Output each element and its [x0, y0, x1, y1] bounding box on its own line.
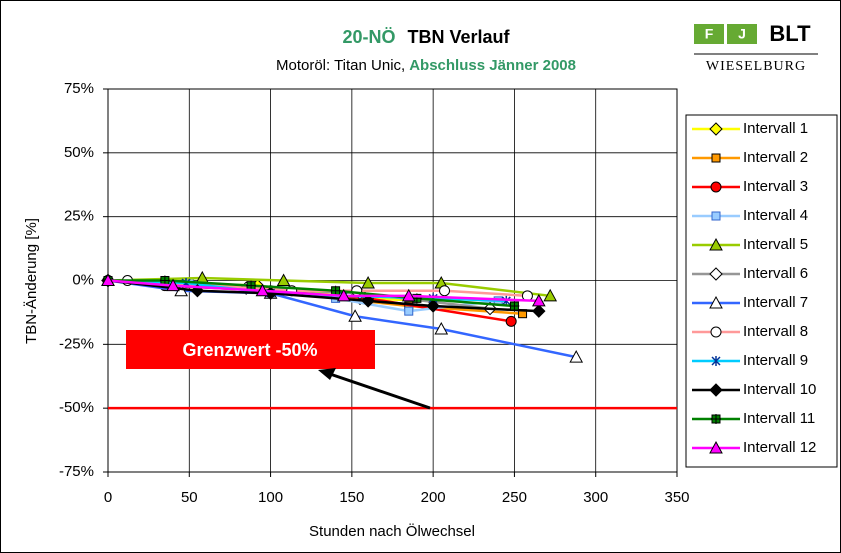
marker — [532, 304, 546, 318]
legend-label: Intervall 2 — [743, 149, 808, 166]
logo-box — [727, 24, 757, 44]
legend-entry: Intervall 5 — [692, 236, 808, 253]
legend-label: Intervall 11 — [743, 410, 815, 427]
marker — [711, 153, 721, 163]
marker — [434, 321, 449, 335]
marker — [166, 278, 180, 292]
x-tick-label: 150 — [339, 489, 364, 506]
annotation-box — [126, 330, 375, 369]
legend-label: Intervall 10 — [743, 381, 816, 398]
legend-label: Intervall 5 — [743, 236, 808, 253]
series-line — [108, 279, 515, 308]
x-tick-label: 100 — [258, 489, 283, 506]
legend-entry: Intervall 7 — [692, 294, 808, 311]
x-tick-label: 250 — [502, 489, 527, 506]
series — [101, 273, 546, 307]
marker — [709, 440, 723, 454]
marker — [509, 301, 520, 312]
logo-place: WIESELBURG — [706, 59, 806, 74]
legend-entry: Intervall 10 — [692, 381, 816, 398]
marker — [711, 414, 721, 424]
legend-label: Intervall 8 — [743, 323, 808, 340]
marker — [276, 273, 291, 286]
marker — [709, 295, 723, 309]
marker — [255, 283, 270, 297]
logo-letter: J — [738, 26, 746, 42]
legend-entry: Intervall 8 — [692, 323, 808, 340]
marker — [361, 294, 375, 308]
marker — [404, 306, 414, 316]
y-tick-label: 0% — [72, 271, 94, 288]
y-tick-label: -25% — [59, 335, 94, 352]
chart-subtitle: Motoröl: Titan Unic, Abschluss Jänner 200… — [276, 57, 576, 74]
legend-entry: Intervall 6 — [692, 265, 808, 282]
marker — [709, 267, 723, 281]
legend-entry: Intervall 3 — [692, 178, 808, 195]
marker — [439, 285, 451, 297]
title-prefix: 20-NÖ — [342, 27, 395, 47]
series-line — [107, 279, 539, 303]
logo-box — [694, 24, 724, 44]
y-axis-label: TBN-Änderung [%] — [23, 218, 40, 344]
y-tick-label: -75% — [59, 463, 94, 480]
logo-letter: F — [705, 26, 714, 42]
legend-label: Intervall 1 — [743, 120, 808, 137]
legend-entry: Intervall 4 — [692, 207, 808, 224]
legend-box — [685, 114, 838, 468]
logo-name: BLT — [769, 21, 811, 46]
title-main: TBN Verlauf — [407, 27, 510, 47]
marker — [709, 122, 723, 136]
y-tick-label: 25% — [64, 208, 94, 225]
legend-label: Intervall 9 — [743, 352, 808, 369]
legend-entry: Intervall 9 — [692, 352, 808, 369]
marker — [330, 285, 341, 296]
legend-entry: Intervall 2 — [692, 149, 808, 166]
legend-label: Intervall 6 — [743, 265, 808, 282]
annotation-arrowhead — [318, 368, 336, 380]
subtitle-highlight: Abschluss Jänner 2008 — [409, 57, 576, 74]
chart-title: 20-NÖ TBN Verlauf — [342, 27, 510, 47]
y-tick-label: 50% — [64, 144, 94, 161]
annotation-arrow — [329, 372, 431, 410]
y-tick-label: 75% — [64, 80, 94, 97]
marker — [569, 350, 584, 363]
marker — [426, 299, 440, 313]
x-tick-label: 300 — [583, 489, 608, 506]
marker — [348, 309, 362, 322]
x-axis-label: Stunden nach Ölwechsel — [309, 522, 475, 540]
marker — [709, 383, 723, 397]
annotation-label: Grenzwert -50% — [182, 340, 317, 360]
x-tick-label: 350 — [664, 489, 689, 506]
marker — [361, 276, 375, 289]
legend-entry: Intervall 12 — [692, 439, 816, 456]
legend-label: Intervall 4 — [743, 207, 808, 224]
x-tick-label: 0 — [104, 489, 112, 506]
logo: F J BLT WIESELBURG — [694, 21, 818, 74]
marker — [543, 288, 558, 302]
marker — [711, 356, 721, 366]
marker — [336, 288, 351, 302]
marker — [710, 326, 722, 338]
marker — [710, 181, 722, 193]
subtitle-main: Motoröl: Titan Unic, — [276, 57, 405, 74]
x-tick-label: 50 — [181, 489, 198, 506]
y-tick-label: -50% — [59, 399, 94, 416]
legend-label: Intervall 7 — [743, 294, 808, 311]
legend-label: Intervall 12 — [743, 439, 816, 456]
x-tick-label: 200 — [421, 489, 446, 506]
marker — [709, 237, 723, 251]
legend-entry: Intervall 1 — [692, 120, 808, 137]
series-line — [107, 279, 539, 313]
legend-entry: Intervall 11 — [692, 410, 815, 427]
legend-label: Intervall 3 — [743, 178, 808, 195]
marker — [711, 211, 721, 221]
marker — [531, 293, 546, 307]
marker — [505, 315, 517, 327]
marker — [401, 288, 416, 302]
marker — [101, 273, 115, 286]
